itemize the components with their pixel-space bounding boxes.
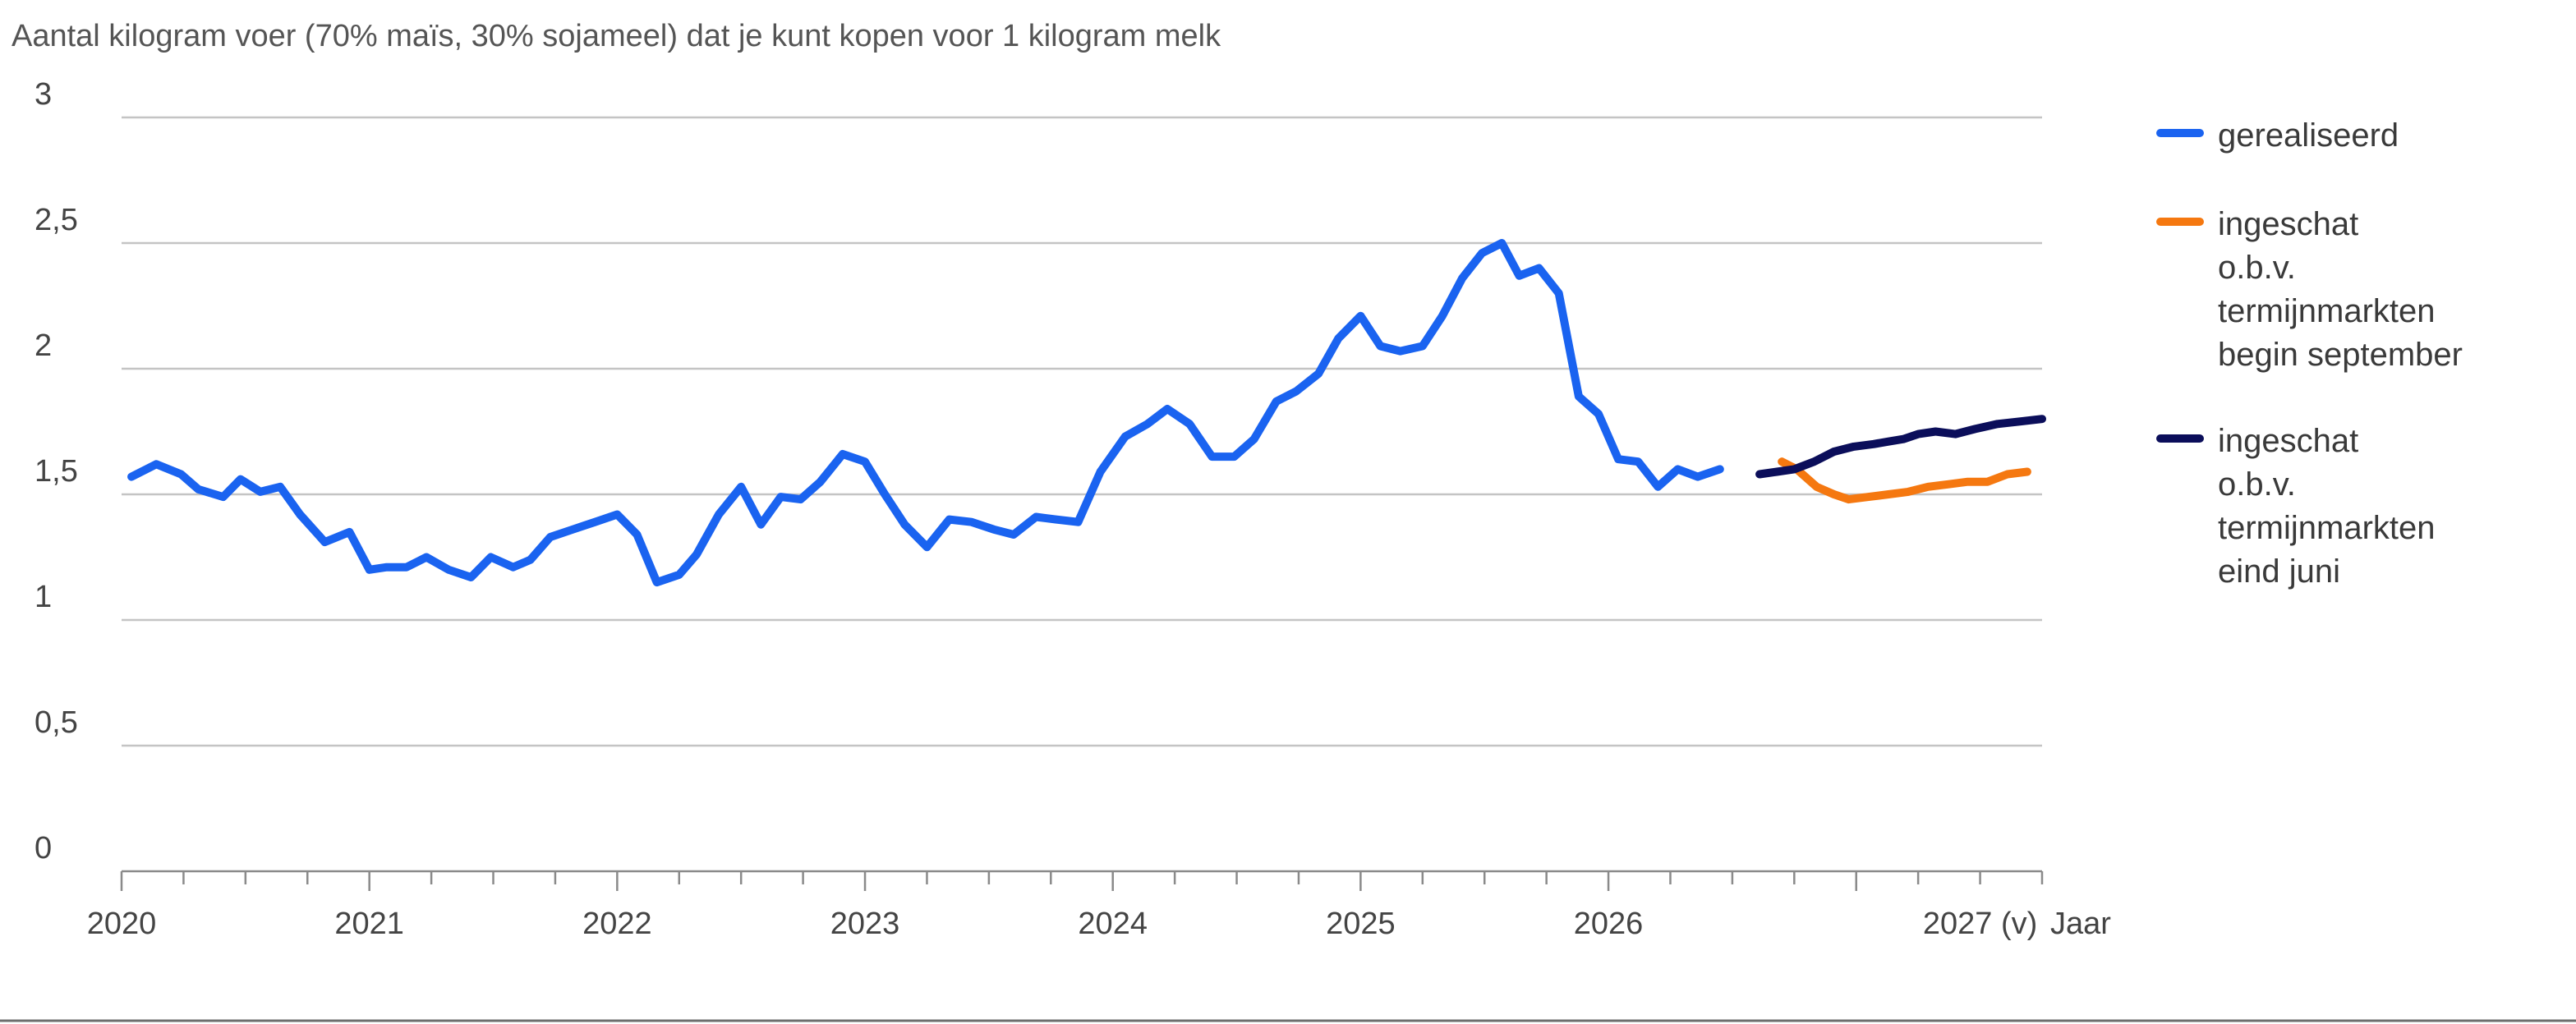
y-axis: 0 0,5 1 1,5 2 2,5 3 — [34, 77, 78, 866]
x-tick-label: 2021 — [334, 907, 404, 941]
x-tick-label: 2027 (v) — [1923, 907, 2037, 941]
legend: gerealiseerd ingeschat o.b.v. termijnmarkte… — [2156, 117, 2463, 590]
series-line-1 — [1778, 457, 2031, 504]
chart-title: Aantal kilogram voer (70% maïs, 30% soja… — [12, 19, 1221, 53]
legend-label: begin september — [2218, 337, 2463, 373]
x-tick-label: 2020 — [87, 907, 157, 941]
legend-label: o.b.v. — [2218, 250, 2296, 286]
series-line-2 — [1755, 415, 2046, 479]
legend-label: ingeschat — [2218, 206, 2358, 242]
x-tick-label: 2022 — [582, 907, 652, 941]
y-tick-label: 2,5 — [34, 203, 78, 237]
y-tick-label: 2 — [34, 328, 52, 363]
x-tick-label: 2026 — [1574, 907, 1644, 941]
legend-label: eind juni — [2218, 553, 2340, 590]
legend-label: o.b.v. — [2218, 466, 2296, 503]
x-axis-tick-labels: 2020 2021 2022 2023 2024 2025 2026 2027 (v) — [87, 907, 2038, 941]
x-tick-label: 2024 — [1078, 907, 1148, 941]
y-tick-label: 0 — [34, 831, 52, 866]
y-tick-label: 0,5 — [34, 705, 78, 740]
series-lines — [127, 239, 2046, 587]
x-tick-label: 2025 — [1326, 907, 1396, 941]
series-line-0 — [127, 239, 1724, 587]
legend-label: termijnmarkten — [2218, 293, 2436, 329]
x-axis-label: Jaar — [2050, 907, 2111, 941]
legend-label: ingeschat — [2218, 423, 2358, 459]
y-tick-label: 3 — [34, 77, 52, 112]
y-tick-label: 1,5 — [34, 454, 78, 489]
legend-label: termijnmarkten — [2218, 510, 2436, 546]
legend-label: gerealiseerd — [2218, 117, 2399, 154]
y-tick-label: 1 — [34, 580, 52, 614]
x-tick-label: 2023 — [830, 907, 900, 941]
x-axis — [0, 870, 2576, 1022]
gridlines — [122, 116, 2042, 747]
